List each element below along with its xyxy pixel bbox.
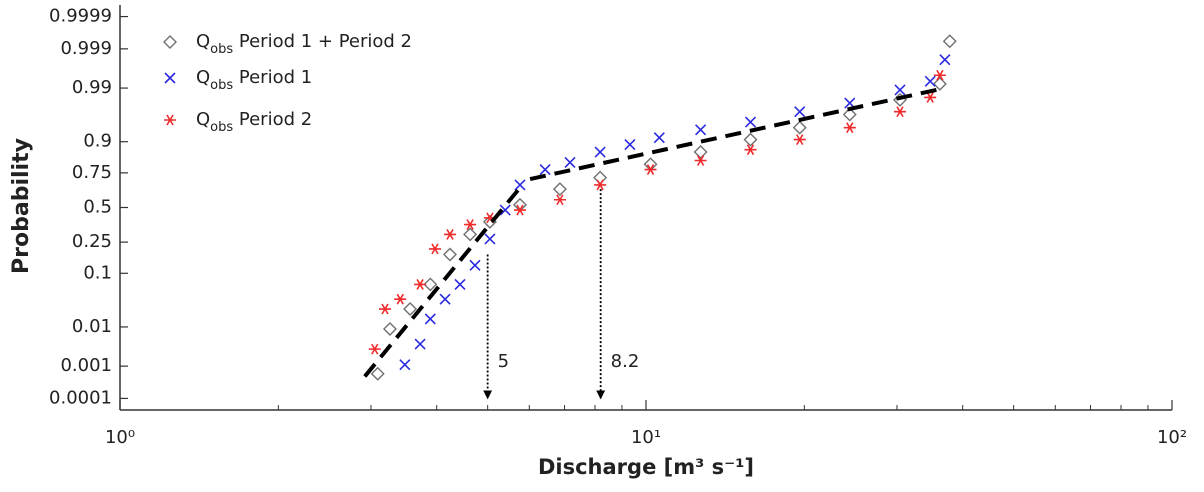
fit-line	[529, 86, 946, 182]
star-marker	[644, 164, 657, 175]
y-tick-label: 0.99	[72, 77, 112, 98]
x-tick-label: 10²	[1157, 427, 1187, 448]
x-marker	[594, 146, 606, 158]
star-marker	[378, 303, 391, 315]
annotation-label: 8.2	[611, 351, 640, 372]
diamond-marker	[942, 34, 957, 49]
star-marker	[793, 134, 806, 146]
x-marker	[399, 359, 411, 371]
star-marker	[464, 219, 477, 230]
diamond-marker	[693, 145, 708, 160]
star-marker	[744, 144, 757, 156]
x-marker	[894, 84, 906, 96]
legend-text: Period 1 + Period 2	[233, 31, 412, 52]
star-marker	[428, 243, 441, 255]
legend-text: Period 2	[233, 109, 312, 130]
y-tick-label: 0.75	[72, 162, 112, 183]
diamond-marker	[743, 132, 758, 147]
star-marker	[893, 106, 906, 118]
x-marker	[794, 106, 806, 118]
x-marker	[414, 338, 426, 350]
legend-text: Period 1	[233, 67, 312, 88]
legend-subscript: obs	[210, 42, 233, 57]
x-marker	[695, 124, 707, 136]
legend-text: Q	[196, 67, 210, 88]
x-axis-label: Discharge [m³ s⁻¹]	[538, 455, 754, 479]
x-marker	[744, 116, 757, 128]
star-marker	[594, 179, 607, 191]
diamond-marker	[593, 170, 608, 185]
legend-label: Qobs Period 2	[196, 109, 312, 135]
diamond-marker	[552, 182, 567, 197]
star-marker	[368, 343, 381, 355]
x-marker	[653, 132, 665, 144]
x-marker	[514, 179, 526, 191]
y-tick-label: 0.999	[60, 38, 112, 59]
x-tick-label: 10⁰	[105, 427, 135, 448]
y-tick-label: 0.001	[60, 355, 112, 376]
x-marker	[454, 278, 466, 290]
star-marker	[694, 155, 707, 166]
x-tick-label: 10¹	[631, 427, 661, 448]
fit-line	[363, 186, 522, 378]
y-tick-label: 0.25	[72, 231, 112, 252]
x-marker	[499, 204, 511, 216]
x-marker	[469, 259, 481, 271]
diamond-marker	[443, 247, 457, 262]
diamond-marker	[842, 107, 857, 122]
y-tick-label: 0.01	[72, 316, 112, 337]
star-marker	[513, 204, 526, 216]
x-marker	[624, 138, 636, 151]
x-marker	[539, 164, 551, 176]
legend-text: Q	[196, 109, 210, 130]
diamond-marker	[463, 227, 478, 242]
diamond-marker	[382, 321, 397, 336]
legend-text: Q	[196, 31, 210, 52]
y-tick-label: 0.9	[83, 131, 112, 152]
diamond-marker	[423, 277, 438, 292]
x-marker	[939, 54, 951, 66]
legend-subscript: obs	[210, 120, 233, 135]
star-marker	[553, 194, 566, 206]
diamond-marker	[932, 76, 947, 91]
legend-label: Qobs Period 1 + Period 2	[196, 31, 412, 57]
y-tick-label: 0.9999	[49, 6, 112, 27]
y-tick-label: 0.5	[83, 197, 112, 218]
star-marker	[414, 279, 427, 290]
y-tick-label: 0.0001	[49, 387, 112, 408]
star-marker	[164, 114, 176, 126]
diamond-marker	[370, 366, 385, 381]
legend-subscript: obs	[210, 78, 233, 93]
diamond-marker	[403, 302, 418, 317]
x-marker	[164, 72, 176, 84]
x-marker	[439, 293, 451, 305]
star-marker	[394, 293, 407, 305]
star-marker	[933, 69, 946, 81]
diamond-marker	[163, 35, 177, 49]
annotation-label: 5	[498, 351, 509, 372]
legend-label: Qobs Period 1	[196, 67, 312, 93]
star-marker	[843, 122, 856, 134]
diamond-marker	[792, 120, 807, 135]
x-marker	[564, 156, 576, 168]
x-marker	[424, 313, 436, 325]
x-marker	[484, 233, 496, 245]
star-marker	[924, 91, 937, 103]
x-marker	[924, 75, 936, 87]
y-axis-label: Probability	[9, 138, 34, 274]
y-tick-label: 0.1	[83, 262, 112, 283]
star-marker	[443, 229, 456, 240]
